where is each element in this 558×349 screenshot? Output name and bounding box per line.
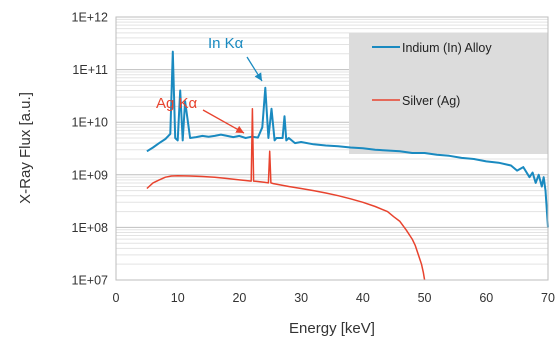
y-axis-title: X-Ray Flux [a.u.]	[17, 92, 34, 204]
x-tick-label: 70	[541, 291, 555, 305]
annotation-in-ka-arrow	[246, 56, 263, 82]
x-tick-label: 10	[171, 291, 185, 305]
annotation-ag-ka: Ag Kα	[156, 95, 198, 112]
legend-label-silver: Silver (Ag)	[402, 94, 460, 108]
tick-labels: 0 10 20 30 40 50 60 70 1E+07 1E+08 1E+09 1E+10 1E+11…	[72, 11, 555, 306]
x-axis-title: Energy [keV]	[289, 320, 375, 337]
series-line-silver	[146, 108, 426, 281]
plot-frame	[115, 16, 549, 281]
y-tick-label: 1E+10	[72, 116, 109, 130]
y-tick-label: 1E+12	[72, 11, 109, 25]
y-tick-label: 1E+08	[72, 221, 109, 235]
x-tick-label: 50	[418, 291, 432, 305]
x-tick-label: 20	[232, 291, 246, 305]
y-tick-label: 1E+09	[72, 168, 109, 182]
annotation-in-ka: In Kα	[208, 35, 244, 52]
x-tick-label: 0	[113, 291, 120, 305]
y-tick-label: 1E+11	[72, 63, 108, 77]
series-line-indium	[146, 50, 549, 228]
annotation-ag-ka-arrow	[202, 109, 245, 134]
legend-label-indium: Indium (In) Alloy	[402, 41, 492, 55]
series-layer	[146, 50, 549, 281]
x-tick-label: 60	[479, 291, 493, 305]
legend-background	[349, 33, 548, 154]
x-tick-label: 40	[356, 291, 370, 305]
y-tick-label: 1E+07	[72, 274, 109, 288]
x-tick-label: 30	[294, 291, 308, 305]
